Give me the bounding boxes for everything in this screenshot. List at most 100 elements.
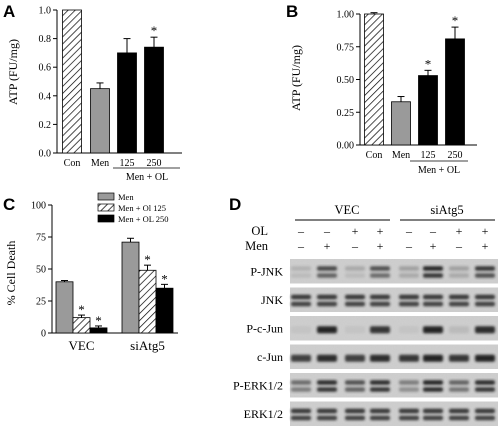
- blot-band: [317, 415, 337, 421]
- panel-c-bar: [121, 241, 140, 334]
- blot-band: [317, 301, 337, 307]
- blot-band: [399, 408, 419, 414]
- blot-band: [423, 294, 443, 300]
- panel-c-significance-star: *: [161, 271, 168, 286]
- blot-band: [317, 266, 337, 271]
- blot-band: [449, 415, 469, 421]
- panel-b-y-tick-label: 1.00: [337, 10, 355, 21]
- panel-b-y-tick-label: 0.25: [337, 108, 355, 119]
- panel-c-bar: [155, 287, 174, 334]
- panel-c-bar: [89, 327, 108, 334]
- panel-d-letter: D: [229, 195, 241, 214]
- panel-b-letter: B: [286, 2, 298, 21]
- blot-ol-sign: +: [352, 224, 359, 238]
- panel-a-category-label: Con: [64, 158, 81, 169]
- panel-a-y-tick-label: 0.4: [39, 91, 52, 102]
- blot-row-label: ERK1/2: [244, 407, 283, 421]
- blot-band: [423, 387, 443, 392]
- blot-men-sign: –: [351, 239, 359, 253]
- panel-b-chart: B ATP (FU/mg) 0.00 0.25 0.50 0.75 1.00 * * Co…: [286, 2, 477, 176]
- panel-a-y-tick-label: 0.0: [39, 149, 52, 160]
- blot-band: [475, 408, 495, 414]
- panel-a-y-tick-label: 0.6: [39, 63, 52, 74]
- blot-band: [291, 301, 311, 307]
- blot-band: [423, 408, 443, 414]
- blot-row-label: P-ERK1/2: [233, 378, 283, 392]
- blot-band: [370, 415, 390, 421]
- blot-band: [345, 273, 365, 278]
- panel-a-chart: A ATP (FU/mg) 0.0 0.2 0.4 0.6 0.8 1.0 * Con Me…: [3, 2, 182, 183]
- panel-c-significance-star: *: [95, 313, 102, 328]
- blot-band: [399, 380, 419, 385]
- panel-c-y-tick-label: 100: [31, 201, 46, 212]
- blot-band: [370, 273, 390, 278]
- blot-band: [291, 387, 311, 392]
- panel-c-legend-swatch: [97, 214, 115, 223]
- blot-band: [423, 354, 443, 362]
- blot-band: [370, 326, 390, 334]
- panel-c-category-label: VEC: [69, 338, 95, 353]
- blot-band: [475, 266, 495, 271]
- panel-c-letter: C: [3, 195, 15, 214]
- panel-a-category-label: Men: [91, 158, 109, 169]
- blot-men-sign: –: [297, 239, 305, 253]
- blot-band: [345, 415, 365, 421]
- panel-a-y-tick-label: 1.0: [39, 6, 52, 17]
- panel-c-legend-swatch: [97, 203, 115, 212]
- blot-men-sign: +: [430, 239, 437, 253]
- panel-c-y-tick-label: 0: [41, 329, 46, 340]
- blot-band: [475, 415, 495, 421]
- panel-a-bar: [117, 52, 137, 154]
- blot-band: [399, 387, 419, 392]
- blot-strip-texture: [290, 401, 498, 426]
- blot-band: [423, 415, 443, 421]
- blot-band: [449, 387, 469, 392]
- panel-a-y-tick-label: 0.2: [39, 120, 52, 131]
- panel-b-significance-star: *: [425, 56, 432, 71]
- blot-band: [449, 273, 469, 278]
- panel-b-bar: [445, 38, 465, 146]
- blot-band: [291, 326, 311, 334]
- blot-strip-texture: [290, 259, 498, 284]
- panel-c-y-tick-label: 25: [36, 297, 46, 308]
- blot-band: [317, 294, 337, 300]
- blot-ol-sign: –: [323, 224, 331, 238]
- blot-band: [449, 354, 469, 362]
- blot-ol-sign: +: [456, 224, 463, 238]
- blot-band: [423, 380, 443, 385]
- blot-band: [475, 273, 495, 278]
- blot-band: [370, 294, 390, 300]
- blot-band: [370, 301, 390, 307]
- blot-band: [291, 408, 311, 414]
- blot-row-label: c-Jun: [257, 350, 283, 364]
- blot-ol-row-label: OL: [251, 224, 268, 238]
- panel-b-category-label: Con: [366, 150, 383, 161]
- panel-c-y-axis-label: % Cell Death: [4, 241, 18, 306]
- panel-b-significance-star: *: [452, 13, 459, 28]
- panel-c-significance-star: *: [78, 302, 85, 317]
- panel-b-bar: [418, 75, 438, 146]
- blot-band: [399, 301, 419, 307]
- blot-band: [399, 354, 419, 362]
- blot-men-sign: +: [377, 239, 384, 253]
- panel-c-y-tick-label: 75: [36, 233, 46, 244]
- blot-band: [345, 408, 365, 414]
- blot-band: [449, 408, 469, 414]
- panel-c-bar: [55, 281, 74, 334]
- blot-band: [449, 380, 469, 385]
- blot-band: [423, 273, 443, 278]
- blot-band: [345, 294, 365, 300]
- blot-band: [370, 387, 390, 392]
- panel-c-legend-label: Men: [118, 192, 134, 202]
- panel-c-legend-label: Men + OL 250: [118, 214, 169, 224]
- blot-band: [449, 266, 469, 271]
- blot-band: [423, 326, 443, 334]
- blot-band: [449, 326, 469, 334]
- panel-c-category-label: siAtg5: [130, 338, 165, 353]
- blot-band: [399, 326, 419, 334]
- blot-band: [370, 266, 390, 271]
- panel-b-y-axis-label: ATP (FU/mg): [289, 45, 303, 111]
- blot-band: [291, 415, 311, 421]
- blot-band: [317, 354, 337, 362]
